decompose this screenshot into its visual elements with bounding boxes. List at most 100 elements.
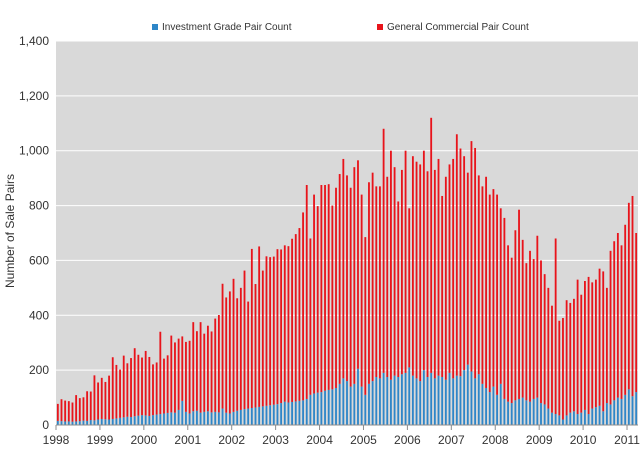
bar-general-commercial — [584, 281, 586, 410]
bar-general-commercial — [283, 245, 286, 402]
bar-investment-grade — [430, 372, 433, 425]
bar-investment-grade — [503, 398, 506, 425]
bar-investment-grade — [474, 378, 477, 425]
bar-general-commercial — [466, 172, 469, 365]
bar-investment-grade — [525, 400, 528, 425]
bar-investment-grade — [349, 386, 352, 425]
bar-investment-grade — [82, 420, 85, 425]
bar-general-commercial — [562, 318, 564, 420]
bar-general-commercial — [130, 358, 132, 418]
y-tick-label: 0 — [42, 418, 49, 432]
bar-investment-grade — [587, 414, 590, 425]
y-tick-label: 800 — [29, 199, 49, 213]
bar-investment-grade — [159, 414, 162, 425]
bar-investment-grade — [481, 383, 484, 425]
bar-general-commercial — [232, 278, 235, 412]
bar-general-commercial — [243, 270, 246, 410]
x-tick-label: 2001 — [174, 433, 201, 447]
bar-investment-grade — [620, 398, 623, 425]
bar-investment-grade — [422, 370, 425, 425]
bar-investment-grade — [492, 386, 495, 425]
bar-investment-grade — [419, 381, 422, 425]
bar-investment-grade — [573, 411, 575, 425]
bar-investment-grade — [316, 392, 319, 425]
bar-investment-grade — [100, 418, 103, 425]
bar-general-commercial — [422, 150, 425, 371]
bar-investment-grade — [320, 392, 323, 425]
bar-investment-grade — [547, 408, 550, 425]
bar-investment-grade — [188, 413, 191, 425]
bar-investment-grade — [558, 415, 561, 425]
bar-general-commercial — [309, 238, 312, 395]
bar-general-commercial — [276, 249, 279, 405]
bar-investment-grade — [441, 377, 444, 425]
bar-general-commercial — [529, 250, 531, 402]
bar-investment-grade — [324, 390, 326, 425]
bar-investment-grade — [133, 416, 136, 425]
bar-investment-grade — [331, 389, 334, 425]
bar-investment-grade — [532, 398, 535, 425]
bar-investment-grade — [353, 383, 356, 425]
bar-general-commercial — [294, 234, 297, 402]
bar-investment-grade — [97, 419, 100, 425]
bar-investment-grade — [635, 392, 638, 425]
bar-investment-grade — [243, 409, 246, 425]
bar-investment-grade — [448, 372, 451, 425]
bar-general-commercial — [152, 364, 154, 416]
bar-general-commercial — [115, 364, 118, 419]
y-tick-label: 400 — [29, 308, 49, 322]
bar-investment-grade — [540, 403, 542, 425]
bar-general-commercial — [437, 158, 440, 376]
bar-investment-grade — [130, 417, 132, 425]
bar-investment-grade — [265, 405, 268, 425]
bar-investment-grade — [613, 400, 616, 425]
bar-investment-grade — [89, 420, 92, 425]
bar-general-commercial — [496, 194, 498, 395]
bar-general-commercial — [474, 147, 477, 379]
bar-general-commercial — [338, 174, 341, 384]
bar-general-commercial — [554, 238, 557, 415]
bar-investment-grade — [75, 421, 78, 425]
bar-general-commercial — [525, 263, 528, 401]
x-tick-label: 2010 — [570, 433, 597, 447]
bar-investment-grade — [463, 370, 466, 425]
bar-general-commercial — [119, 369, 121, 418]
bar-general-commercial — [206, 325, 209, 412]
bar-investment-grade — [400, 374, 403, 425]
bar-general-commercial — [89, 391, 92, 421]
bar-investment-grade — [327, 389, 330, 425]
bar-investment-grade — [309, 394, 312, 425]
bar-general-commercial — [613, 241, 616, 401]
bar-investment-grade — [206, 411, 209, 425]
bar-investment-grade — [543, 404, 546, 425]
bar-general-commercial — [485, 176, 488, 388]
bar-investment-grade — [408, 367, 411, 425]
bar-investment-grade — [111, 418, 114, 425]
bar-general-commercial — [272, 256, 275, 405]
bar-general-commercial — [620, 245, 623, 399]
bar-investment-grade — [239, 409, 242, 425]
bar-investment-grade — [298, 400, 301, 425]
bar-investment-grade — [148, 415, 151, 425]
bar-investment-grade — [518, 398, 520, 425]
bar-general-commercial — [602, 271, 605, 412]
bar-general-commercial — [239, 287, 242, 410]
bar-investment-grade — [605, 403, 608, 425]
bar-investment-grade — [141, 415, 143, 425]
bar-investment-grade — [86, 420, 89, 425]
bar-investment-grade — [562, 419, 564, 425]
bar-general-commercial — [261, 270, 264, 407]
x-tick-label: 2003 — [262, 433, 289, 447]
legend-label-general: General Commercial Pair Count — [387, 22, 529, 33]
bar-general-commercial — [349, 187, 352, 387]
bar-investment-grade — [294, 401, 297, 425]
y-tick-label: 600 — [29, 253, 49, 267]
bar-investment-grade — [360, 386, 363, 425]
bar-general-commercial — [170, 335, 173, 413]
y-tick-label: 1,400 — [19, 34, 49, 48]
bar-general-commercial — [60, 399, 63, 422]
bar-general-commercial — [624, 224, 627, 395]
bar-investment-grade — [225, 412, 228, 425]
axes: 0 200 400 600 800 1,000 1,200 1,400 1998 1999 2000… — [19, 34, 640, 447]
